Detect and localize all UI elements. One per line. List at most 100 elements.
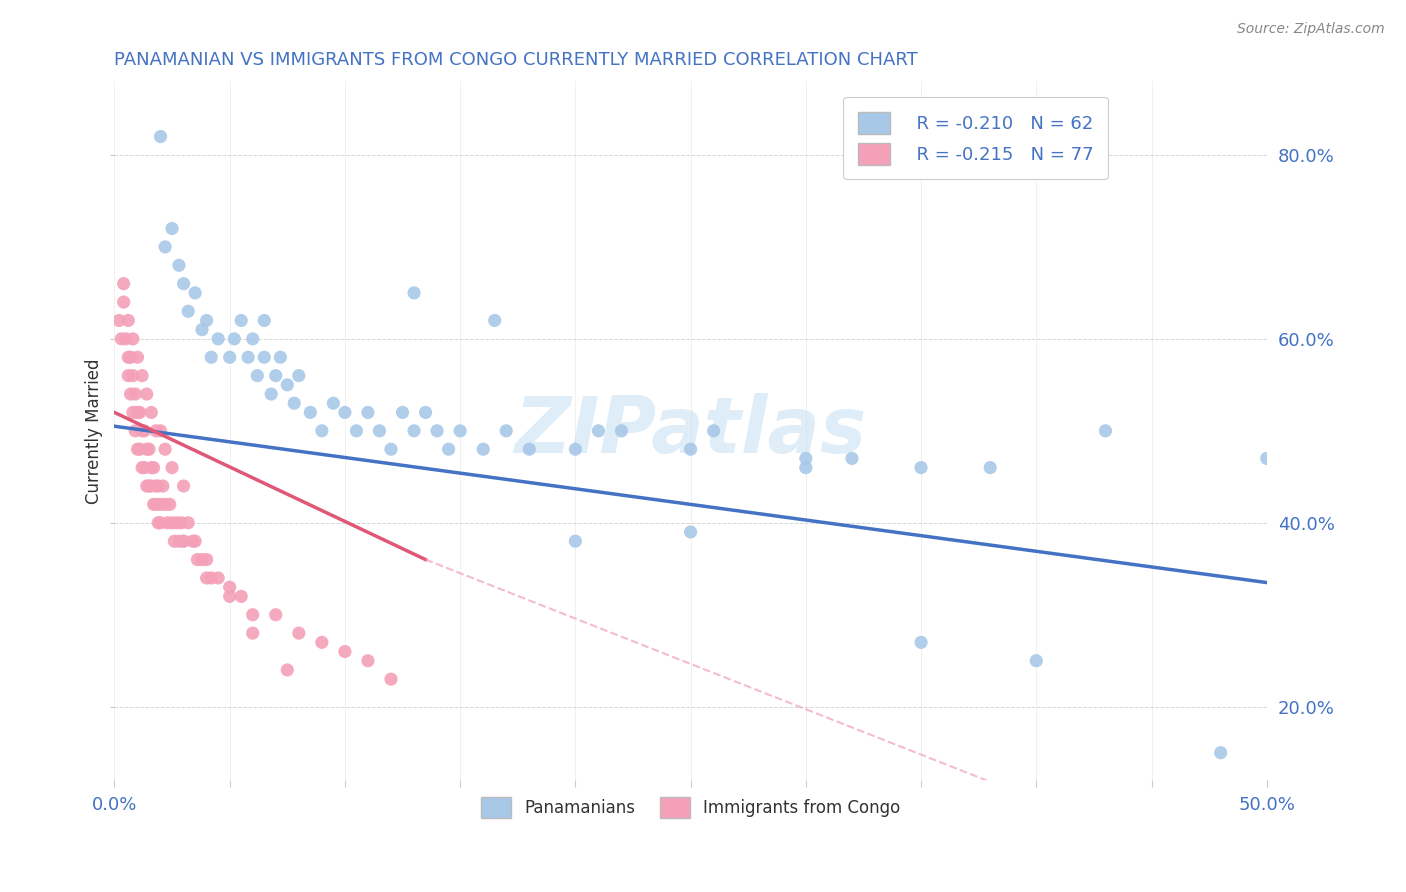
- Point: [679, 442, 702, 457]
- Point: [242, 607, 264, 622]
- Point: [218, 590, 240, 604]
- Point: [200, 571, 222, 585]
- Point: [117, 313, 139, 327]
- Point: [122, 405, 145, 419]
- Point: [588, 424, 610, 438]
- Point: [236, 351, 259, 365]
- Point: [173, 277, 195, 291]
- Point: [495, 424, 517, 438]
- Point: [517, 442, 540, 457]
- Point: [186, 552, 208, 566]
- Point: [149, 129, 172, 144]
- Text: ZIPatlas: ZIPatlas: [515, 392, 866, 469]
- Point: [142, 460, 165, 475]
- Point: [120, 387, 142, 401]
- Point: [131, 460, 153, 475]
- Y-axis label: Currently Married: Currently Married: [86, 358, 103, 504]
- Point: [127, 442, 149, 457]
- Point: [148, 516, 170, 530]
- Point: [145, 479, 167, 493]
- Point: [564, 534, 586, 549]
- Point: [160, 516, 183, 530]
- Point: [142, 497, 165, 511]
- Point: [269, 351, 291, 365]
- Point: [391, 405, 413, 419]
- Point: [134, 460, 156, 475]
- Point: [163, 534, 186, 549]
- Legend: Panamanians, Immigrants from Congo: Panamanians, Immigrants from Congo: [474, 790, 907, 824]
- Point: [264, 607, 287, 622]
- Point: [380, 672, 402, 686]
- Point: [207, 571, 229, 585]
- Point: [794, 460, 817, 475]
- Point: [122, 368, 145, 383]
- Point: [135, 442, 157, 457]
- Point: [841, 451, 863, 466]
- Point: [191, 552, 214, 566]
- Point: [134, 424, 156, 438]
- Point: [979, 460, 1001, 475]
- Point: [402, 424, 425, 438]
- Point: [112, 277, 135, 291]
- Point: [253, 351, 276, 365]
- Point: [299, 405, 322, 419]
- Point: [145, 424, 167, 438]
- Point: [346, 424, 368, 438]
- Point: [288, 626, 311, 640]
- Point: [242, 626, 264, 640]
- Point: [170, 516, 193, 530]
- Point: [380, 442, 402, 457]
- Point: [195, 552, 218, 566]
- Point: [138, 479, 160, 493]
- Point: [135, 479, 157, 493]
- Point: [173, 534, 195, 549]
- Point: [437, 442, 460, 457]
- Point: [112, 295, 135, 310]
- Point: [184, 534, 207, 549]
- Point: [184, 285, 207, 300]
- Point: [128, 442, 150, 457]
- Point: [141, 479, 163, 493]
- Point: [260, 387, 283, 401]
- Point: [402, 285, 425, 300]
- Point: [703, 424, 725, 438]
- Point: [167, 534, 190, 549]
- Point: [152, 479, 174, 493]
- Point: [160, 460, 183, 475]
- Point: [131, 368, 153, 383]
- Point: [135, 387, 157, 401]
- Point: [242, 332, 264, 346]
- Point: [181, 534, 204, 549]
- Point: [128, 405, 150, 419]
- Point: [231, 590, 253, 604]
- Point: [472, 442, 495, 457]
- Point: [276, 377, 298, 392]
- Point: [148, 479, 170, 493]
- Point: [160, 221, 183, 235]
- Point: [120, 351, 142, 365]
- Point: [127, 405, 149, 419]
- Point: [288, 368, 311, 383]
- Point: [191, 323, 214, 337]
- Point: [153, 240, 176, 254]
- Point: [224, 332, 246, 346]
- Point: [195, 571, 218, 585]
- Point: [153, 497, 176, 511]
- Point: [415, 405, 437, 419]
- Text: PANAMANIAN VS IMMIGRANTS FROM CONGO CURRENTLY MARRIED CORRELATION CHART: PANAMANIAN VS IMMIGRANTS FROM CONGO CURR…: [114, 51, 918, 69]
- Point: [283, 396, 305, 410]
- Point: [149, 497, 172, 511]
- Point: [246, 368, 269, 383]
- Point: [195, 313, 218, 327]
- Point: [115, 332, 138, 346]
- Point: [124, 424, 146, 438]
- Point: [138, 442, 160, 457]
- Point: [177, 516, 200, 530]
- Point: [177, 304, 200, 318]
- Point: [276, 663, 298, 677]
- Point: [679, 524, 702, 539]
- Point: [159, 497, 181, 511]
- Point: [141, 460, 163, 475]
- Point: [131, 424, 153, 438]
- Point: [564, 442, 586, 457]
